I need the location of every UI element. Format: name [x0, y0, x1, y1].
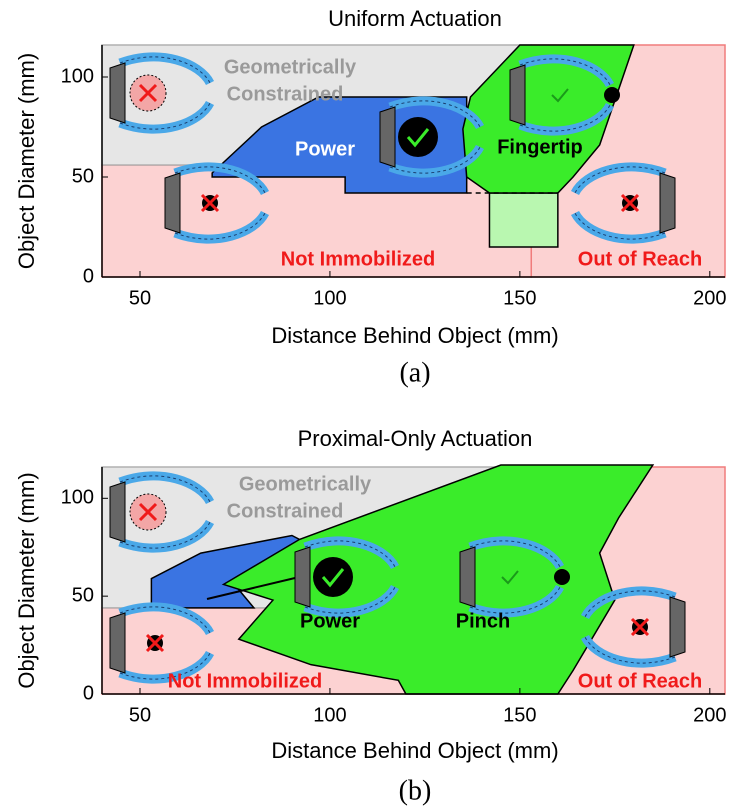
region-label: Geometrically — [239, 473, 372, 495]
object — [604, 87, 620, 103]
region-label: Geometrically — [224, 56, 357, 78]
x-tick-label: 50 — [129, 287, 151, 309]
y-tick-label: 0 — [83, 265, 94, 287]
x-tick-label: 100 — [313, 287, 346, 309]
y-axis-label: Object Diameter (mm) — [14, 472, 39, 688]
x-tick-label: 150 — [503, 704, 536, 726]
y-tick-label: 0 — [83, 682, 94, 704]
x-axis-label: Distance Behind Object (mm) — [271, 323, 558, 348]
y-tick-label: 100 — [61, 65, 94, 87]
region-label: Out of Reach — [578, 670, 702, 692]
y-tick-label: 50 — [72, 165, 94, 187]
x-axis-label: Distance Behind Object (mm) — [271, 738, 558, 763]
region — [489, 193, 557, 247]
region-label: Out of Reach — [578, 248, 702, 270]
x-tick-label: 200 — [693, 704, 726, 726]
gripper-palm — [670, 597, 685, 657]
gripper-palm — [110, 63, 125, 123]
object — [554, 569, 570, 585]
y-tick-label: 100 — [61, 487, 94, 509]
gripper-palm — [380, 107, 395, 167]
x-tick-label: 150 — [503, 287, 536, 309]
figure: Out of Reach Not Immobilized Geometrically… — [0, 0, 751, 811]
gripper-palm — [660, 173, 675, 233]
gripper-palm — [165, 173, 180, 233]
caption: (a) — [399, 357, 430, 388]
gripper-palm — [110, 482, 125, 542]
region-label: Power — [295, 138, 355, 160]
region-label: Not Immobilized — [281, 248, 435, 270]
y-axis-label: Object Diameter (mm) — [14, 53, 39, 269]
region-label: Power — [300, 610, 360, 632]
y-tick-label: 50 — [72, 584, 94, 606]
object — [398, 117, 438, 157]
object — [313, 557, 353, 597]
caption: (b) — [399, 775, 432, 806]
chart-title: Proximal-Only Actuation — [298, 426, 533, 451]
region-label: Constrained — [227, 500, 344, 522]
region-label: Not Immobilized — [168, 670, 322, 692]
gripper-palm — [460, 547, 475, 607]
x-tick-label: 50 — [129, 704, 151, 726]
gripper-palm — [510, 65, 525, 125]
chart-title: Uniform Actuation — [328, 6, 502, 31]
gripper-palm — [295, 547, 310, 607]
region-label: Fingertip — [497, 136, 583, 158]
region-label: Pinch — [456, 610, 510, 632]
x-tick-label: 100 — [313, 704, 346, 726]
region-label: Constrained — [227, 83, 344, 105]
gripper-palm — [110, 613, 125, 673]
x-tick-label: 200 — [693, 287, 726, 309]
